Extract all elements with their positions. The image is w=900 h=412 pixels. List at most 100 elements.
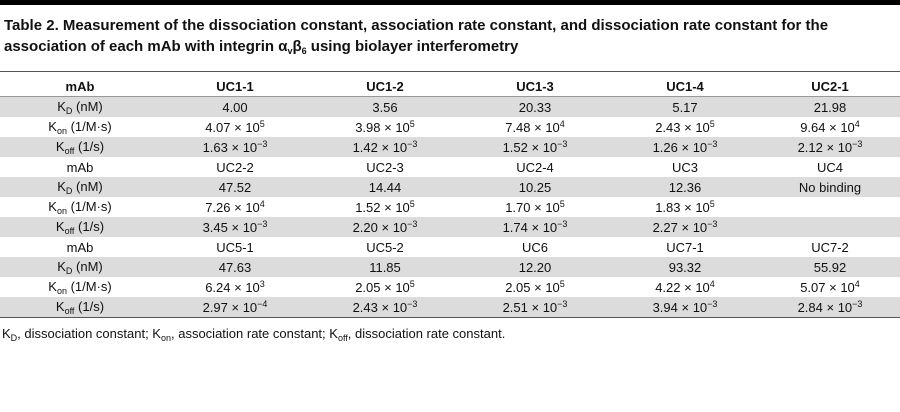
subscript: D	[65, 265, 73, 276]
text-segment: 3.94 × 10	[652, 300, 708, 315]
text-segment: K	[48, 118, 57, 134]
text-segment: , dissociation constant; K	[17, 326, 161, 341]
subscript: on	[160, 333, 171, 343]
subscript: on	[56, 205, 67, 216]
supscript: −3	[557, 139, 568, 149]
text-segment: 2.20 × 10	[352, 220, 408, 235]
text-segment: (nM)	[72, 178, 103, 194]
table-cell: 47.52	[160, 177, 310, 197]
table-cell: No binding	[760, 177, 900, 197]
text-segment: , association rate constant; K	[171, 326, 338, 341]
table-title: Table 2. Measurement of the dissociation…	[0, 15, 900, 62]
table-cell: UC1-2	[310, 76, 460, 97]
table-cell: UC5-2	[366, 239, 404, 255]
table-body: mAb UC1-1 UC1-2 UC1-3 UC1-4 UC2-1 KD (nM) 4.00 3…	[0, 76, 900, 318]
supscript: 4	[259, 199, 265, 209]
row-label: mAb	[66, 159, 94, 175]
supscript: 5	[259, 119, 265, 129]
table-cell: 21.98	[760, 96, 900, 117]
text-segment: (1/M·s)	[66, 278, 112, 294]
table-cell: UC7-1	[666, 239, 704, 255]
text-segment: K	[48, 278, 57, 294]
supscript: −3	[707, 219, 718, 229]
text-segment: 2.12 × 10	[797, 140, 853, 155]
table-cell: 1.52 × 105	[310, 197, 460, 217]
table-cell: 7.48 × 104	[460, 117, 610, 137]
text-segment: 2.97 × 10	[202, 300, 258, 315]
supscript: −4	[257, 299, 268, 309]
table-cell: 1.63 × 10−3	[160, 137, 310, 157]
row-label: Kon (1/M·s)	[0, 117, 160, 137]
row-label: KD (nM)	[0, 177, 160, 197]
table-cell: 2.20 × 10−3	[310, 217, 460, 237]
table-cell: 4.22 × 104	[610, 277, 760, 297]
subscript: off	[64, 225, 75, 236]
table-cell: 3.56	[310, 96, 460, 117]
table-cell: 1.42 × 10−3	[310, 137, 460, 157]
table-cell: 2.84 × 10−3	[760, 297, 900, 318]
text-segment: Table 2. Measurement of the dissociation…	[4, 17, 829, 55]
text-segment: (nM)	[72, 258, 103, 274]
text-segment: K	[57, 178, 66, 194]
row-label: KD (nM)	[0, 96, 160, 117]
row-label: KD (nM)	[0, 257, 160, 277]
supscript: −3	[407, 139, 418, 149]
text-segment: K	[57, 258, 66, 274]
text-segment: 6.24 × 10	[205, 280, 260, 295]
supscript: −3	[707, 139, 718, 149]
text-segment: 1.74 × 10	[502, 220, 558, 235]
row-label: Koff (1/s)	[0, 297, 160, 318]
subscript: D	[65, 185, 73, 196]
table-cell: 1.83 × 105	[610, 197, 760, 217]
text-segment: 7.26 × 10	[205, 200, 260, 215]
text-segment: 1.63 × 10	[202, 140, 258, 155]
text-segment: (1/s)	[74, 218, 105, 234]
title-rule	[0, 71, 900, 72]
text-segment: K	[55, 298, 65, 314]
table-cell: 47.63	[160, 257, 310, 277]
subscript: D	[65, 105, 73, 116]
table-row: mAb UC5-1 UC5-2 UC6 UC7-1 UC7-2	[0, 237, 900, 257]
table-cell: 2.43 × 10−3	[310, 297, 460, 318]
table-cell: 1.52 × 10−3	[460, 137, 610, 157]
table-row: Kon (1/M·s) 6.24 × 103 2.05 × 105 2.05 × 10…	[0, 277, 900, 297]
table-cell: UC1-3	[460, 76, 610, 97]
table-cell: 2.51 × 10−3	[460, 297, 610, 318]
text-segment: 2.05 × 10	[355, 280, 410, 295]
table-cell: 2.43 × 105	[610, 117, 760, 137]
footnote: KD, dissociation constant; Kon, associat…	[0, 326, 900, 343]
table-cell: 3.94 × 10−3	[610, 297, 760, 318]
table-cell: UC2-2	[216, 159, 254, 175]
text-segment: β	[292, 38, 302, 55]
subscript: on	[56, 125, 67, 136]
row-label: mAb	[66, 239, 94, 255]
supscript: −3	[557, 299, 568, 309]
table-cell: UC2-3	[366, 159, 404, 175]
text-segment: 1.52 × 10	[502, 140, 558, 155]
table-cell: UC1-1	[160, 76, 310, 97]
table-cell: 1.26 × 10−3	[610, 137, 760, 157]
table-row: Koff (1/s) 3.45 × 10−3 2.20 × 10−3 1.74 × 1…	[0, 217, 900, 237]
text-segment: 3.98 × 10	[355, 120, 410, 135]
subscript: v	[287, 46, 293, 56]
text-segment: (nM)	[72, 98, 103, 114]
table-cell: 5.07 × 104	[760, 277, 900, 297]
subscript: off	[64, 305, 75, 316]
supscript: −3	[707, 299, 718, 309]
text-segment: K	[57, 98, 66, 114]
table-cell: UC2-4	[516, 159, 554, 175]
table-cell: 12.36	[610, 177, 760, 197]
text-segment: using biolayer interferometry	[306, 38, 519, 55]
table-cell: 2.05 × 105	[460, 277, 610, 297]
text-segment: K	[2, 326, 11, 341]
table-cell: UC3	[671, 159, 698, 175]
supscript: 4	[854, 279, 860, 289]
table-cell	[760, 197, 900, 217]
table-cell: 12.20	[460, 257, 610, 277]
table-cell: 7.26 × 104	[160, 197, 310, 217]
table-cell: 2.12 × 10−3	[760, 137, 900, 157]
text-segment: 1.26 × 10	[652, 140, 708, 155]
text-segment: K	[55, 138, 65, 154]
table-cell: 3.98 × 105	[310, 117, 460, 137]
